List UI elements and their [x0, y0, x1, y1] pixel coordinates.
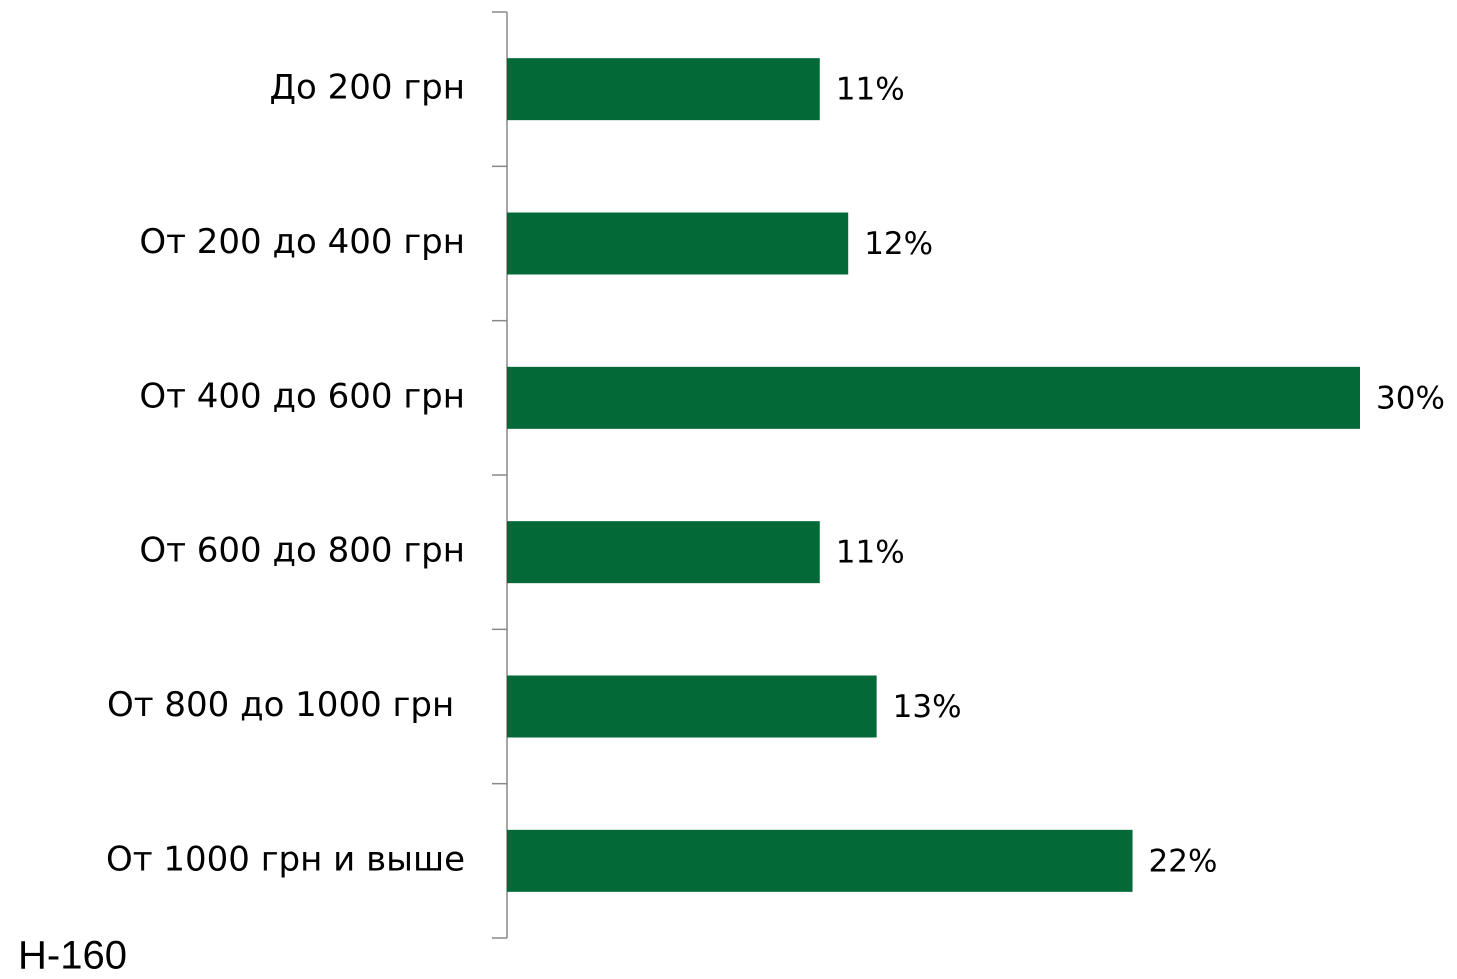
- category-label: От 800 до 1000 грн: [107, 685, 465, 725]
- note: H-160: [18, 934, 127, 978]
- value-label: 30%: [1376, 380, 1445, 416]
- bar: [507, 829, 1133, 892]
- bar: [507, 675, 877, 738]
- value-label: 13%: [893, 689, 962, 725]
- category-label: От 400 до 600 грн: [139, 376, 465, 416]
- bar: [507, 58, 820, 121]
- value-label: 22%: [1149, 843, 1218, 879]
- category-label: От 1000 грн и выше: [106, 839, 465, 879]
- bar: [507, 521, 820, 584]
- category-label: От 600 до 800 грн: [139, 531, 465, 571]
- value-label: 11%: [836, 535, 905, 571]
- category-label: До 200 грн: [269, 68, 465, 108]
- bar: [507, 366, 1360, 429]
- value-label: 12%: [864, 226, 933, 262]
- value-label: 11%: [836, 72, 905, 108]
- bar: [507, 212, 849, 275]
- category-label: От 200 до 400 грн: [139, 222, 465, 262]
